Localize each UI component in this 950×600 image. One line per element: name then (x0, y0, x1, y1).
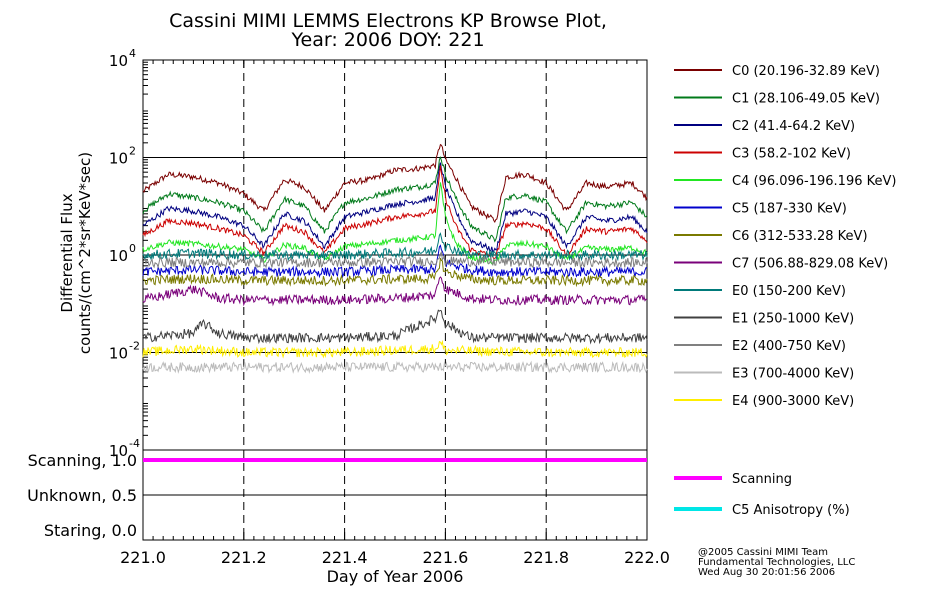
series-line-2 (142, 162, 648, 253)
legend-label-10: E2 (400-750 KeV) (732, 339, 846, 354)
series-line-4 (142, 182, 648, 265)
series-line-0 (142, 143, 648, 224)
x-tick-label-2: 221.4 (322, 548, 368, 567)
series-line-9 (142, 309, 648, 345)
series-line-7 (142, 276, 648, 307)
x-tick-label-0: 221.0 (120, 548, 166, 567)
x-tick-label-1: 221.2 (221, 548, 267, 567)
y-tick-label-3: 10 (109, 345, 128, 363)
scan-tick-label-2: Staring, 0.0 (44, 521, 137, 540)
series-line-6 (142, 257, 648, 288)
series-line-3 (142, 165, 648, 260)
y-tick-exponent-3: -2 (129, 340, 140, 353)
scan-legend-label-1: C5 Anisotropy (%) (732, 503, 850, 518)
y-tick-exponent-1: 2 (129, 145, 136, 158)
legend-label-8: E0 (150-200 KeV) (732, 284, 846, 299)
y-tick-label-4: 10 (109, 442, 128, 460)
x-tick-label-5: 222.0 (624, 548, 670, 567)
y-tick-exponent-4: -4 (129, 437, 140, 450)
legend-label-0: C0 (20.196-32.89 KeV) (732, 64, 880, 79)
series-line-5 (142, 244, 648, 279)
series-line-1 (142, 156, 648, 243)
series-line-12 (142, 339, 648, 359)
y-tick-label-2: 10 (109, 247, 128, 265)
legend: C0 (20.196-32.89 KeV) C1 (28.106-49.05 Ke… (674, 64, 896, 518)
scan-tick-label-1: Unknown, 0.5 (27, 486, 137, 505)
y-tick-exponent-0: 4 (129, 47, 136, 60)
y-tick-exponent-2: 0 (129, 242, 136, 255)
legend-label-12: E4 (900-3000 KeV) (732, 394, 854, 409)
legend-label-9: E1 (250-1000 KeV) (732, 312, 854, 327)
x-tick-label-3: 221.6 (422, 548, 468, 567)
x-axis-label: Day of Year 2006 (327, 567, 464, 586)
series-line-11 (142, 360, 648, 374)
series-line-8 (142, 232, 648, 262)
legend-label-3: C3 (58.2-102 KeV) (732, 147, 851, 162)
x-tick-label-4: 221.8 (523, 548, 569, 567)
credits-line1: @2005 Cassini MIMI Team (698, 547, 828, 558)
legend-label-2: C2 (41.4-64.2 KeV) (732, 119, 855, 134)
legend-label-1: C1 (28.106-49.05 KeV) (732, 92, 880, 107)
y-tick-label-1: 10 (109, 150, 128, 168)
scan-tick-label-0: Scanning, 1.0 (28, 451, 137, 470)
legend-label-11: E3 (700-4000 KeV) (732, 367, 854, 382)
legend-label-6: C6 (312-533.28 KeV) (732, 229, 868, 244)
y-axis-label-line1: Differential Flux (58, 193, 76, 312)
chart-title-line2: Year: 2006 DOY: 221 (290, 29, 484, 51)
series-line-10 (142, 250, 648, 270)
y-axis-label-line2: counts/(cm^2*sr*KeV*sec) (76, 152, 94, 354)
y-tick-label-0: 10 (109, 52, 128, 70)
scan-legend-label-0: Scanning (732, 472, 792, 487)
legend-label-7: C7 (506.88-829.08 KeV) (732, 257, 888, 272)
legend-label-5: C5 (187-330 KeV) (732, 202, 847, 217)
series-layer (142, 143, 648, 374)
credits-line2: Fundamental Technologies, LLC (698, 557, 855, 568)
credits-line3: Wed Aug 30 20:01:56 2006 (698, 567, 835, 578)
chart-title-line1: Cassini MIMI LEMMS Electrons KP Browse P… (169, 10, 607, 32)
legend-label-4: C4 (96.096-196.196 KeV) (732, 174, 896, 189)
